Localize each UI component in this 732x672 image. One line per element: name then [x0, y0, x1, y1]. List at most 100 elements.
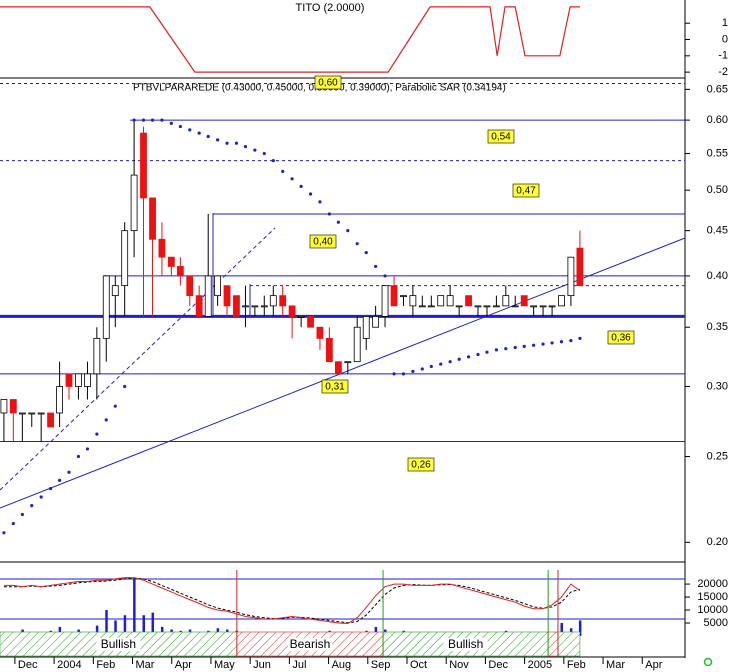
candle-body: [558, 295, 565, 307]
candle-body: [28, 412, 36, 415]
candle-body: [520, 295, 528, 307]
sar-dot: [253, 148, 257, 152]
y-tick-label: 0.25: [707, 450, 728, 462]
y-tick-label: -2: [718, 66, 728, 78]
x-tick-label: 2004: [57, 659, 81, 671]
candle-body: [325, 337, 333, 363]
sar-dot: [67, 470, 71, 474]
zone-label-bg: [287, 638, 332, 651]
x-tick-label: Mar: [136, 659, 155, 671]
volume-bar: [95, 625, 99, 636]
volume-bar: [133, 578, 136, 636]
y-tick-label: 15000: [697, 591, 728, 603]
sar-dot: [95, 432, 99, 436]
sar-dot: [299, 184, 303, 188]
level-label-box: [607, 330, 635, 345]
volume-bar: [160, 626, 164, 636]
sar-dot: [485, 350, 489, 354]
candle-body: [530, 305, 538, 308]
candle-body: [269, 295, 277, 307]
candle-body: [223, 285, 231, 307]
candle-body: [381, 285, 389, 317]
y-tick-label: 0.30: [707, 380, 728, 392]
candle-body: [242, 305, 249, 308]
candle-body: [390, 285, 398, 307]
sar-dot: [11, 521, 15, 526]
sar-dot: [550, 341, 554, 345]
sar-dot: [243, 145, 248, 149]
candle-body: [121, 230, 129, 287]
candle-body: [465, 295, 472, 307]
level-label: 0,60: [318, 78, 338, 89]
candle-body: [409, 295, 417, 307]
sar-dot: [392, 372, 396, 376]
sar-dot: [559, 340, 564, 344]
sar-dot: [76, 454, 81, 459]
sar-dot: [308, 192, 313, 196]
trend-zone: [557, 631, 581, 657]
x-tick-label: Oct: [410, 659, 427, 671]
sar-dot: [169, 121, 173, 125]
volume-bar: [560, 623, 563, 636]
y-tick-label: 0.65: [707, 83, 728, 95]
candle-body: [204, 275, 212, 317]
candle-body: [567, 256, 575, 297]
candle-body: [47, 412, 54, 428]
candle-body: [130, 174, 138, 232]
candle-body: [279, 295, 287, 307]
candle-body: [316, 326, 324, 339]
volume-bar: [151, 612, 155, 636]
y-tick-label: 0.35: [707, 321, 728, 333]
y-tick-label: 0: [722, 33, 728, 45]
candle-body: [492, 305, 500, 308]
oscillator-line: [3, 577, 581, 625]
x-tick-label: Mar: [606, 659, 625, 671]
level-label-box: [314, 75, 342, 90]
x-tick-label: May: [214, 659, 235, 671]
sar-dot: [141, 118, 146, 122]
sar-dot: [420, 367, 424, 371]
sar-dot: [466, 355, 471, 359]
candle-body: [400, 295, 407, 298]
sar-dot: [346, 229, 350, 233]
y-tick-label: 20000: [697, 578, 728, 590]
trend-line-dashed: [0, 227, 276, 491]
sar-dot: [541, 342, 545, 346]
x-tick-label: Dec: [488, 659, 508, 671]
sar-dot: [20, 512, 24, 517]
sar-dot: [113, 404, 117, 408]
level-label-box: [309, 234, 337, 249]
candle-body: [195, 295, 203, 317]
sar-dot: [569, 339, 573, 343]
candle-body: [18, 412, 26, 415]
candle-body: [446, 295, 454, 307]
sar-dot: [197, 131, 201, 135]
y-tick-label: -1: [718, 50, 728, 62]
volume-bar: [58, 626, 62, 636]
sar-dot: [281, 169, 285, 174]
x-tick-label: Jul: [292, 659, 306, 671]
candle-body: [511, 305, 519, 308]
candle-body: [111, 285, 119, 297]
candle-body: [176, 266, 184, 277]
level-label-box: [407, 457, 435, 472]
zone-label-bg: [443, 638, 488, 651]
y-tick-label: 1: [722, 17, 728, 29]
candle-body: [474, 305, 482, 308]
candle-body: [233, 295, 240, 317]
indicator-line: [0, 6, 580, 73]
x-tick-label: Jun: [253, 659, 271, 671]
sar-dot: [318, 200, 322, 204]
x-tick-label: Apr: [645, 659, 662, 671]
status-icon: [703, 657, 713, 667]
candle-body: [9, 399, 17, 414]
candle-body: [362, 316, 370, 339]
candle-body: [140, 132, 147, 199]
sar-dot: [532, 343, 536, 347]
candle-body: [576, 247, 584, 287]
candle-body: [539, 305, 547, 308]
candle-body: [251, 305, 259, 308]
sar-dot: [48, 486, 53, 491]
level-label: 0,26: [411, 460, 431, 471]
candle-body: [427, 305, 435, 308]
